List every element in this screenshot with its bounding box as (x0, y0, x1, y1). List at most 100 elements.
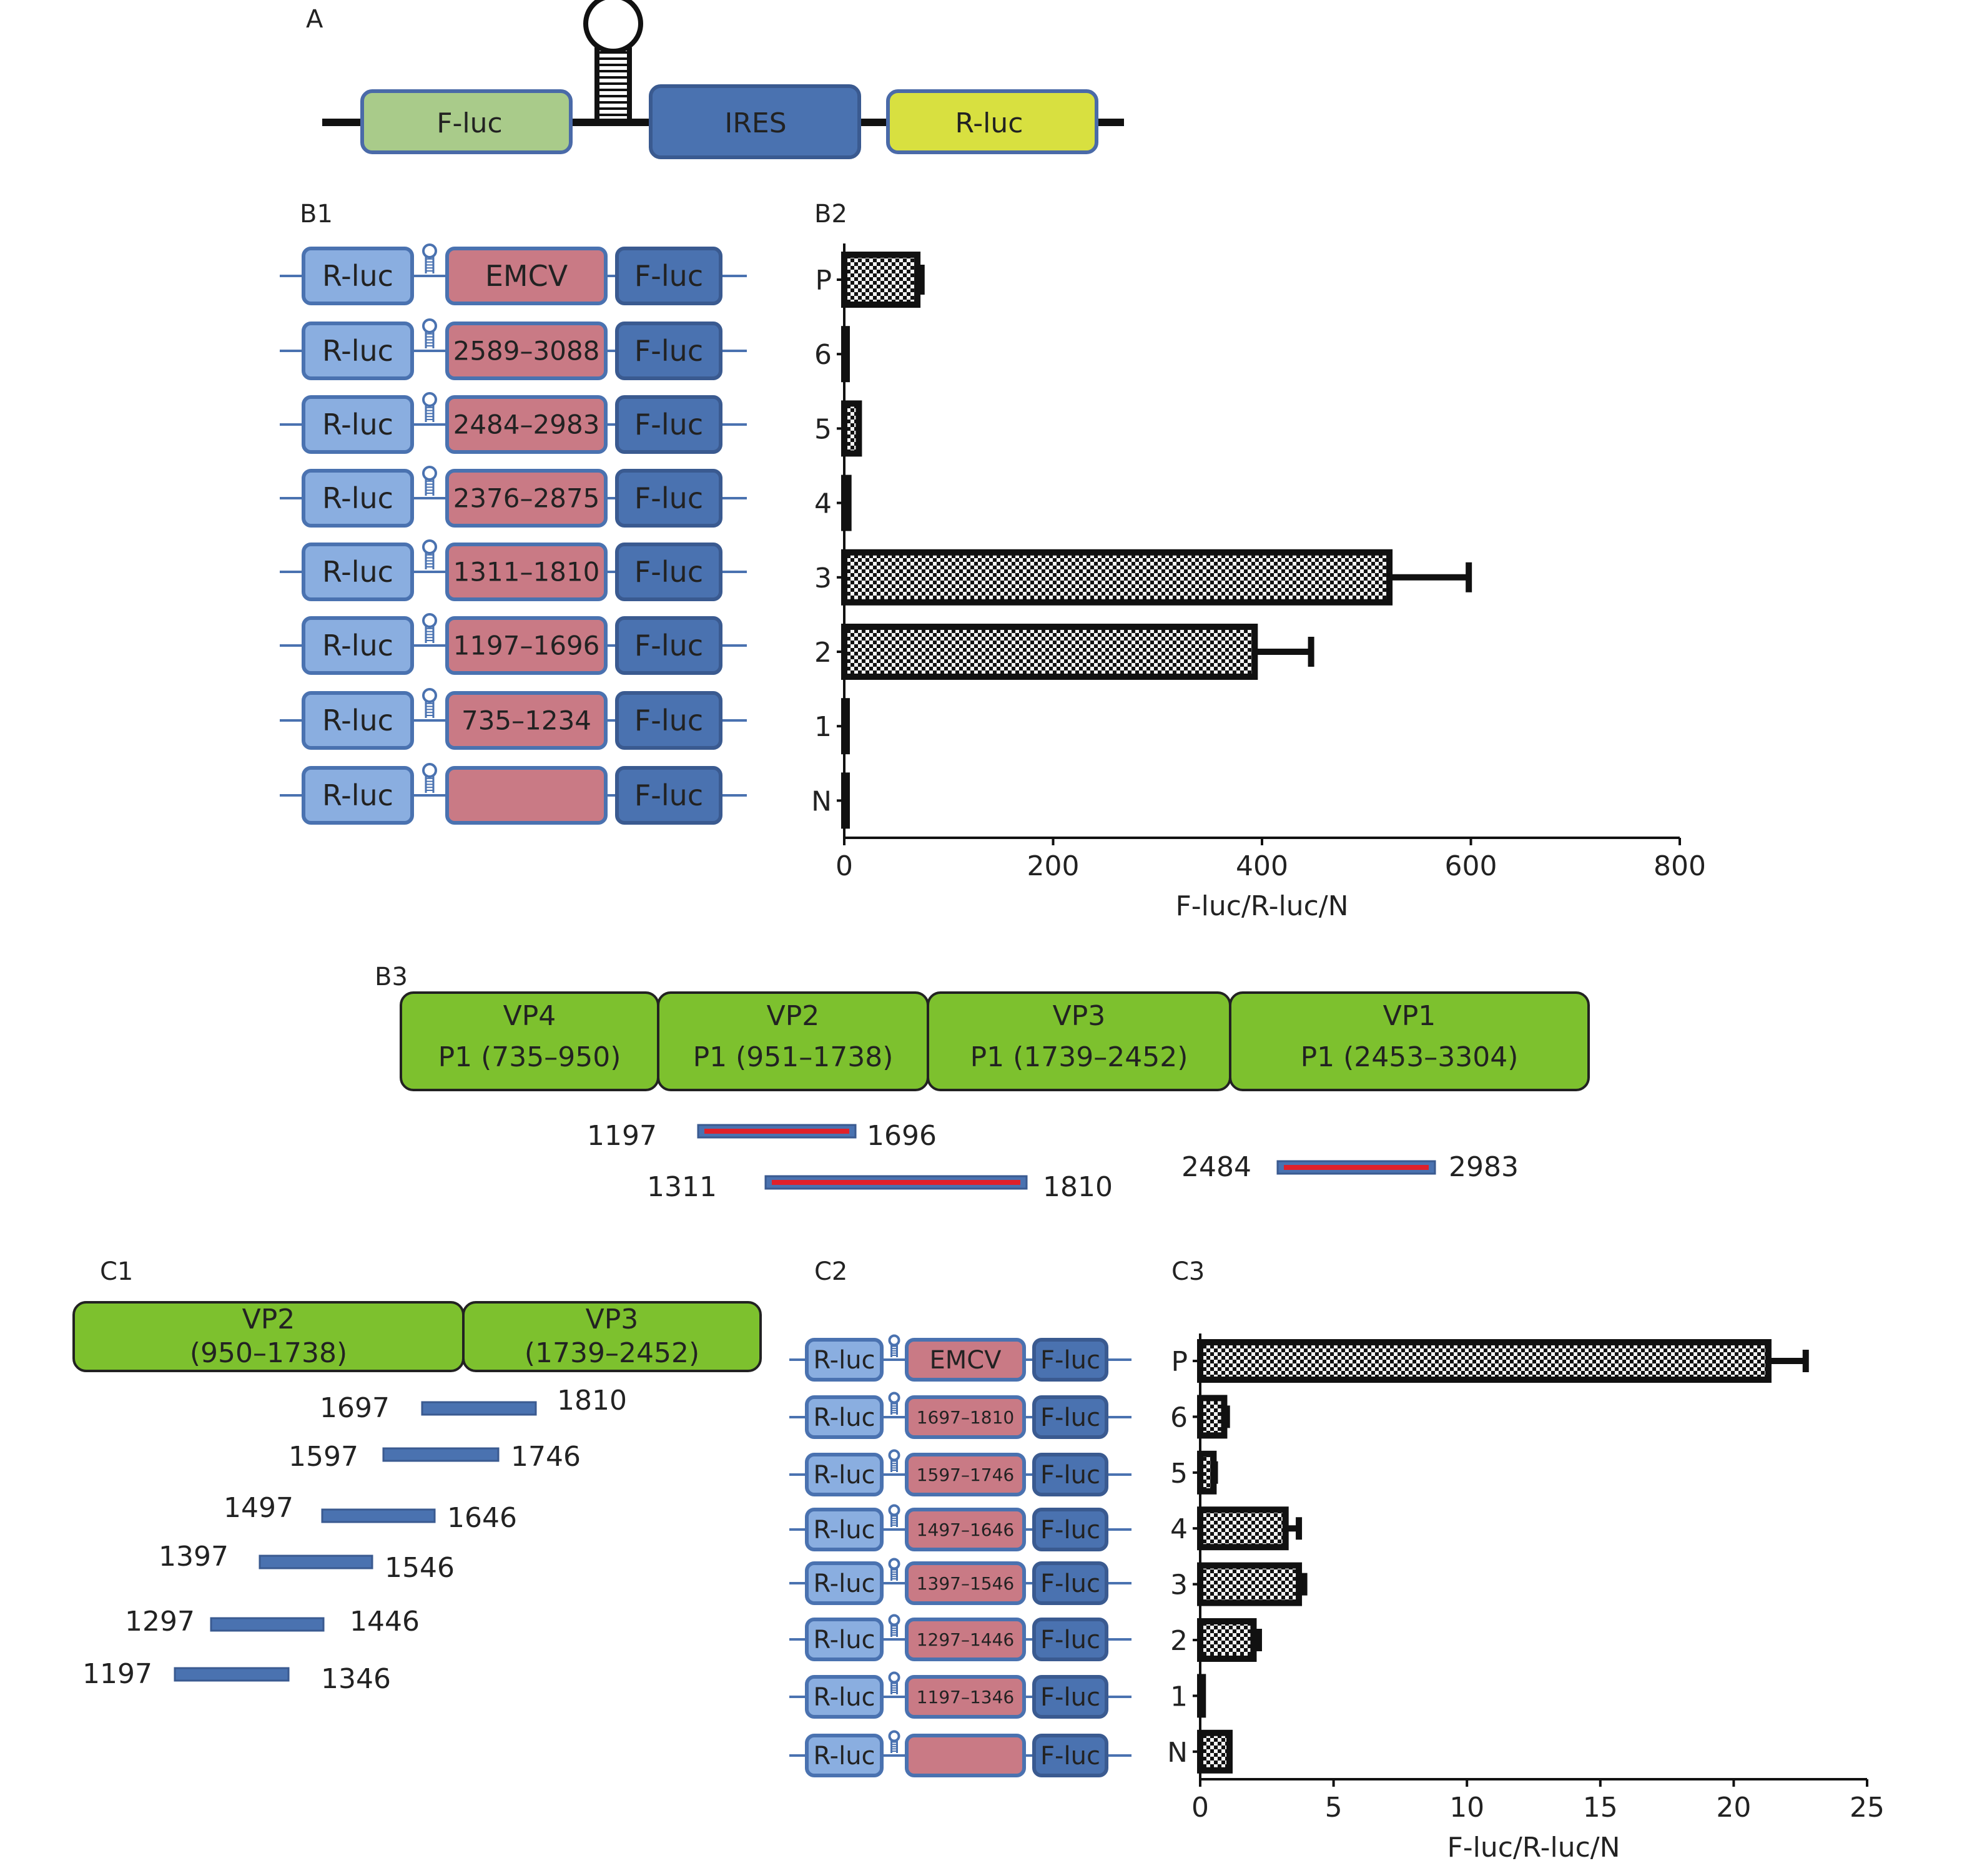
rluc-box (302, 691, 414, 750)
x-tick-label: 20 (1716, 1792, 1751, 1824)
bar-5 (1197, 1450, 1217, 1495)
protein-range: P1 (2453–3304) (1301, 1041, 1519, 1073)
construct-row: R-luc 2376–2875 F-luc (280, 466, 747, 528)
y-tick-label: 6 (814, 339, 832, 371)
y-tick-label: 3 (1170, 1569, 1188, 1601)
segment-bar (210, 1617, 325, 1632)
protein-range: P1 (1739–2452) (970, 1041, 1188, 1073)
construct-row: R-luc 1397–1546 F-luc (789, 1558, 1131, 1605)
hairpin-loop (888, 1730, 900, 1742)
rluc-box (886, 89, 1098, 154)
y-tick-label: 4 (814, 488, 832, 520)
hairpin-loop (422, 318, 437, 333)
insert-box (445, 766, 608, 825)
fluc-label: F-luc (634, 629, 703, 662)
fluc-label: F-luc (1040, 1461, 1100, 1490)
segment-bar (421, 1401, 537, 1416)
hairpin-icon (888, 1334, 900, 1357)
rluc-label: R-luc (322, 629, 393, 662)
bar-P (841, 252, 921, 308)
hairpin-icon (888, 1671, 900, 1694)
panel-c2-constructs: R-luc EMCV F-luc R-luc 1697–1810 F-luc R-luc 15… (789, 1334, 1131, 1777)
fluc-label: F-luc (634, 778, 703, 812)
fluc-label: F-luc (1040, 1403, 1100, 1432)
segment-end-label: 1696 (867, 1120, 937, 1152)
hairpin-icon (888, 1504, 900, 1527)
hairpin-loop (422, 763, 437, 778)
rluc-label: R-luc (322, 481, 393, 515)
panel-label-c1: C1 (100, 1257, 133, 1286)
hairpin-loop (422, 392, 437, 407)
construct-row: R-luc 1197–1696 F-luc (280, 613, 747, 675)
segment-bar (382, 1447, 500, 1462)
bar-N (1197, 1729, 1233, 1774)
rluc-box (805, 1508, 884, 1551)
segment-bar (174, 1667, 290, 1682)
insert-label: 2484–2983 (453, 410, 600, 440)
rluc-box (805, 1338, 884, 1382)
fluc-box (615, 322, 722, 380)
protein-name: VP2 (242, 1304, 295, 1335)
construct-row: R-luc 2589–3088 F-luc (280, 318, 747, 380)
fluc-box (1032, 1561, 1108, 1605)
segment-start-label: 2484 (1181, 1151, 1251, 1183)
bar-4 (1197, 1506, 1289, 1551)
x-tick-label: 5 (1325, 1792, 1343, 1824)
panel-label-b3: B3 (375, 963, 408, 991)
y-tick-label: N (1167, 1737, 1188, 1769)
segment-start-label: 1497 (224, 1492, 293, 1524)
insert-box (905, 1734, 1026, 1777)
insert-box (445, 395, 608, 454)
segment-start-label: 1197 (82, 1658, 152, 1690)
protein-name: VP3 (586, 1304, 639, 1335)
bar-N (841, 772, 850, 829)
hairpin-loop (888, 1671, 900, 1684)
insert-label: 735–1234 (461, 705, 591, 736)
insert-box (905, 1561, 1026, 1605)
fluc-label: F-luc (634, 259, 703, 293)
fluc-label: F-luc (1040, 1683, 1100, 1712)
fluc-box (1032, 1675, 1108, 1719)
hairpin-icon (422, 243, 437, 273)
rluc-box (302, 469, 414, 528)
insert-label: 1597–1746 (917, 1465, 1015, 1485)
fluc-label: F-luc (1040, 1516, 1100, 1545)
x-tick-label: 800 (1654, 850, 1706, 882)
hairpin-icon (422, 688, 437, 718)
panel-label-a: A (306, 5, 323, 34)
panel-label-c2: C2 (814, 1257, 847, 1286)
fluc-box (1032, 1734, 1108, 1777)
construct-row: R-luc 1697–1810 F-luc (789, 1392, 1131, 1439)
insert-label: 2376–2875 (453, 483, 600, 514)
insert-label: 1297–1446 (917, 1629, 1015, 1650)
panel-c1-map: VP2(950–1738) VP3(1739–2452) 1697 1810 1597 1… (72, 1301, 762, 1695)
x-axis-title: F-luc/R-luc/N (1175, 890, 1348, 922)
fluc-label: F-luc (634, 704, 703, 737)
hairpin-icon (888, 1730, 900, 1753)
rluc-label: R-luc (813, 1516, 875, 1545)
x-tick-label: 0 (836, 850, 853, 882)
fluc-box (1032, 1395, 1108, 1439)
hairpin-loop (888, 1614, 900, 1626)
protein-range: (1739–2452) (525, 1337, 699, 1369)
y-tick-label: 3 (814, 562, 832, 594)
ires-label: IRES (724, 107, 786, 139)
insert-label: 1197–1346 (917, 1687, 1015, 1707)
rluc-label: R-luc (813, 1461, 875, 1490)
bar-4 (841, 474, 852, 531)
hairpin-loop (888, 1392, 900, 1404)
bar-6 (841, 326, 850, 383)
panel-c3-chart: P 6 5 4 3 2 1 N0 5 10 15 20 25 F-luc/R-luc/N (1167, 1333, 1885, 1864)
fluc-label: F-luc (634, 408, 703, 441)
rluc-label: R-luc (322, 704, 393, 737)
protein-range: (950–1738) (190, 1337, 347, 1369)
bar-3 (841, 549, 1393, 606)
y-tick-label: 2 (814, 637, 832, 669)
rluc-label: R-luc (322, 259, 393, 293)
insert-label: EMCV (485, 259, 568, 293)
construct-row: R-luc 1197–1346 F-luc (789, 1671, 1131, 1719)
hairpin-loop (422, 243, 437, 258)
rluc-label: R-luc (322, 778, 393, 812)
segment-start-label: 1697 (320, 1392, 390, 1424)
